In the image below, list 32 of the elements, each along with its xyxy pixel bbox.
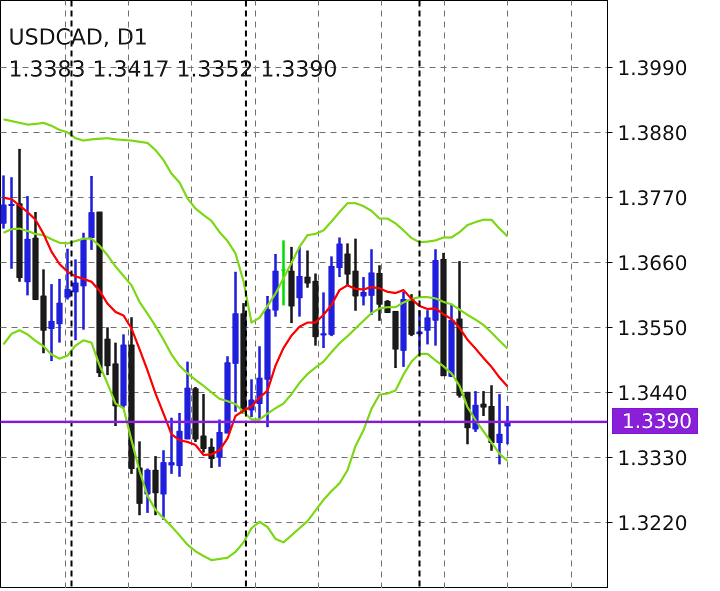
candlestick xyxy=(296,246,303,318)
candlestick xyxy=(304,249,311,289)
candlestick xyxy=(496,392,503,466)
candlestick xyxy=(320,291,327,350)
line-series xyxy=(2,329,509,562)
candlestick xyxy=(480,390,487,418)
candlestick xyxy=(152,454,159,516)
candlestick xyxy=(48,282,55,362)
line-series xyxy=(2,228,509,421)
y-tick-label: 1.3770 xyxy=(618,186,688,210)
candlestick xyxy=(64,247,71,301)
y-tick-label: 1.3440 xyxy=(618,380,688,405)
candlestick xyxy=(56,278,63,344)
candlestick xyxy=(360,276,367,307)
y-tick-label: 1.3990 xyxy=(618,56,688,80)
y-tick-label: 1.3660 xyxy=(618,250,688,275)
candlestick xyxy=(168,416,175,476)
candlestick xyxy=(0,174,7,230)
candlestick xyxy=(280,239,287,307)
y-tick-label: 1.3550 xyxy=(618,316,688,340)
text: USDCAD, D1 xyxy=(8,26,148,50)
candlestick xyxy=(344,242,351,287)
candlestick xyxy=(8,176,15,270)
y-tick-label: 1.3330 xyxy=(618,446,688,470)
y-tick-label: 1.3220 xyxy=(618,510,688,535)
price-label: 1.3390 xyxy=(612,408,698,434)
line-series xyxy=(2,118,509,324)
candlestick xyxy=(200,392,207,454)
candlestick xyxy=(336,236,343,278)
candlestick xyxy=(424,308,431,346)
candlestick xyxy=(72,258,79,342)
y-tick-label: 1.3880 xyxy=(618,120,688,145)
